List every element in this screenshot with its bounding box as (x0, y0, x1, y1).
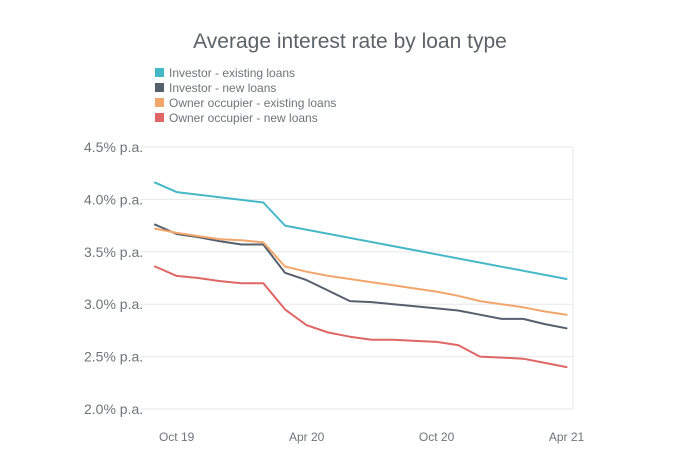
legend: Investor - existing loans Investor - new … (155, 65, 336, 125)
x-tick-label: Apr 20 (289, 430, 325, 444)
y-tick-label: 2.0% p.a. (84, 401, 143, 417)
legend-item: Owner occupier - new loans (155, 110, 336, 125)
legend-swatch (155, 113, 164, 122)
legend-swatch (155, 68, 164, 77)
x-tick-label: Oct 19 (159, 430, 195, 444)
x-tick-label: Apr 21 (549, 430, 585, 444)
series-line-3 (154, 227, 568, 316)
y-tick-label: 4.5% p.a. (84, 139, 143, 155)
legend-item: Owner occupier - existing loans (155, 95, 336, 110)
x-tick-label: Oct 20 (419, 430, 455, 444)
series-line-2 (154, 223, 568, 330)
series-line-4 (154, 265, 568, 369)
legend-item: Investor - existing loans (155, 65, 336, 80)
legend-item: Investor - new loans (155, 80, 336, 95)
y-tick-label: 3.0% p.a. (84, 296, 143, 312)
legend-label: Owner occupier - new loans (169, 110, 318, 125)
y-tick-label: 3.5% p.a. (84, 244, 143, 260)
legend-swatch (155, 98, 164, 107)
y-tick-label: 4.0% p.a. (84, 191, 143, 207)
legend-label: Investor - new loans (169, 80, 277, 95)
chart-title: Average interest rate by loan type (193, 30, 507, 53)
legend-label: Investor - existing loans (169, 65, 296, 80)
y-tick-label: 2.5% p.a. (84, 349, 143, 365)
legend-swatch (155, 83, 164, 92)
series-line-1 (154, 181, 568, 280)
legend-label: Owner occupier - existing loans (169, 95, 337, 110)
